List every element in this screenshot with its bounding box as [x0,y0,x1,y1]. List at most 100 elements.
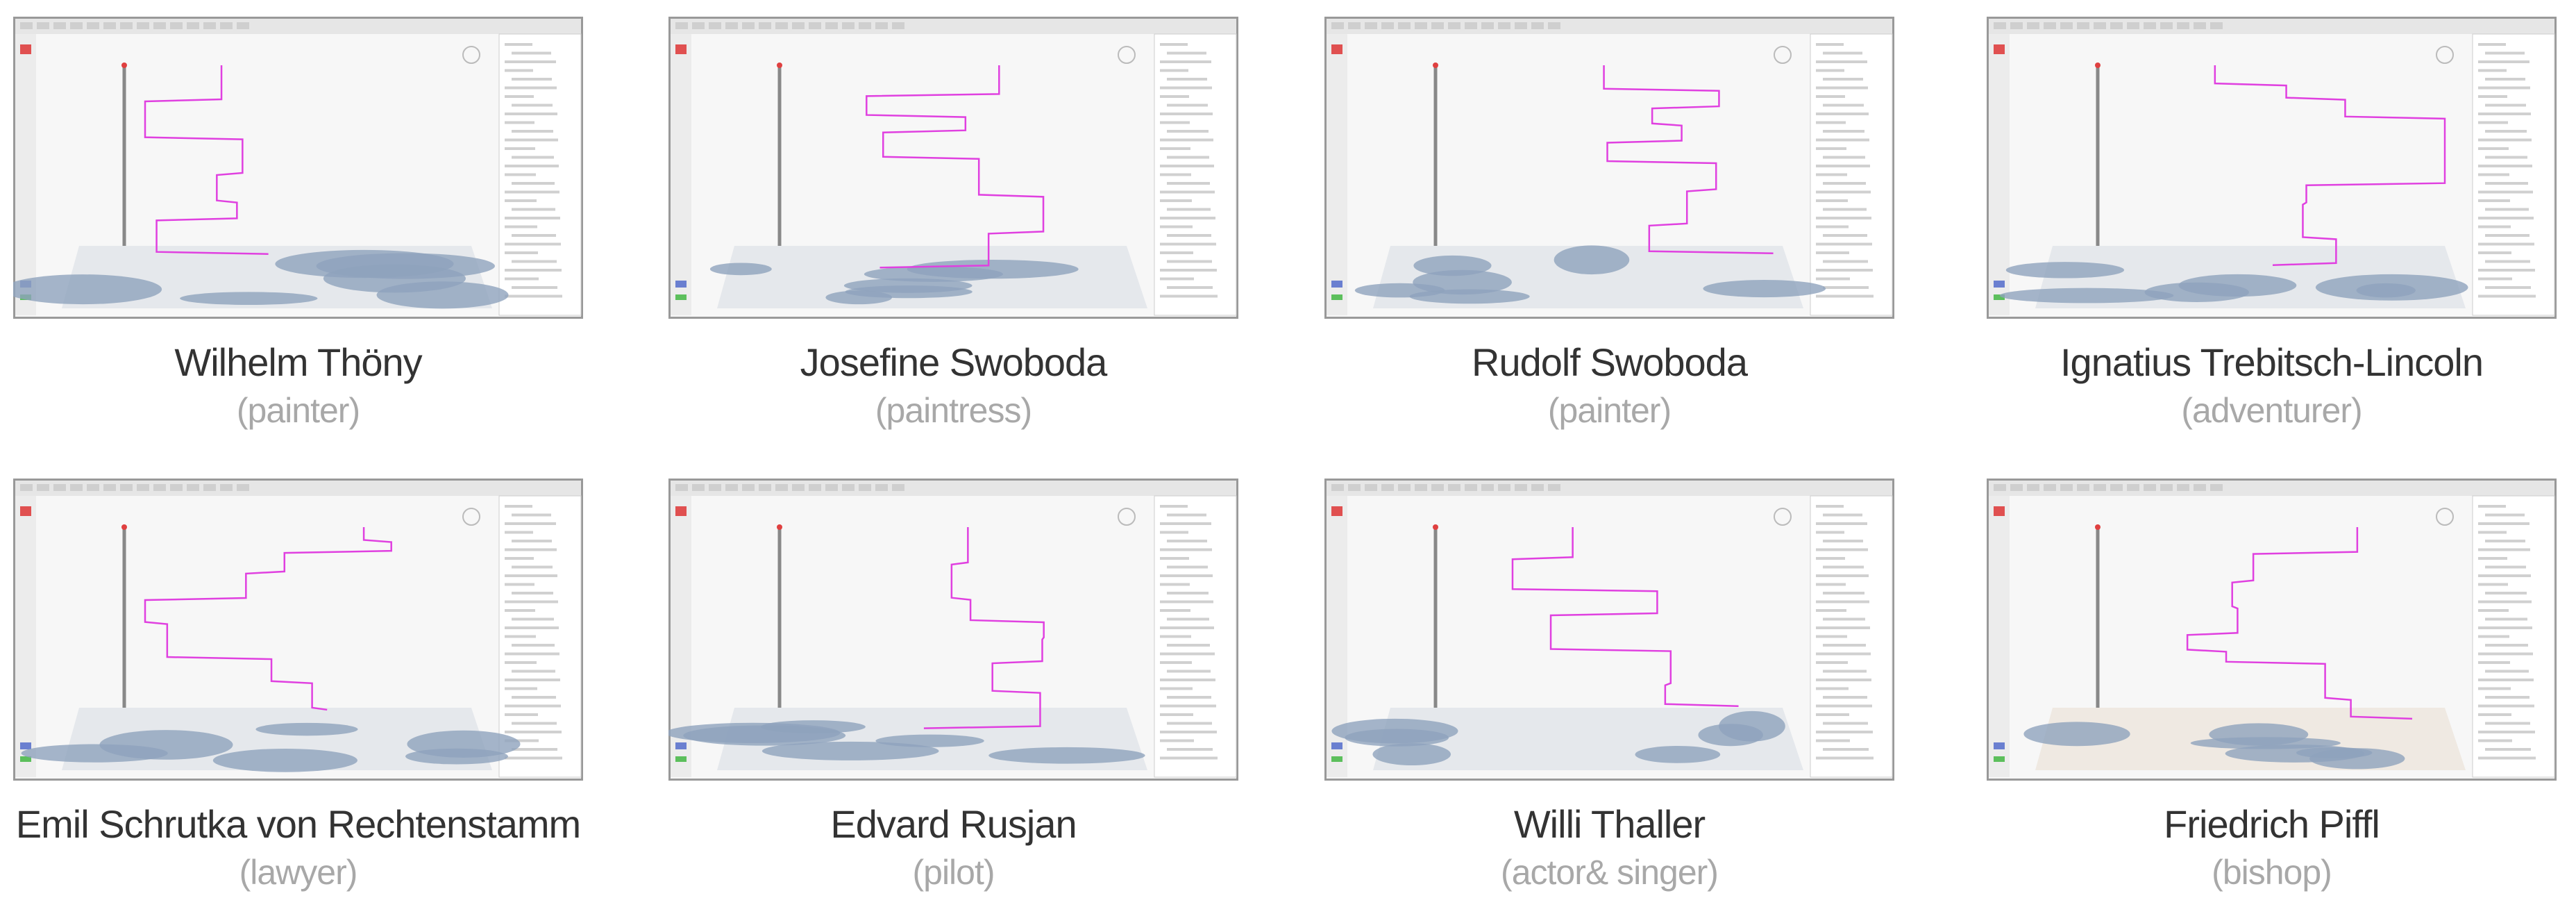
toolbar-button [2094,484,2106,491]
panel-row [1823,540,1863,542]
trajectory [144,527,392,711]
sidebar-mark [1331,756,1342,762]
toolbar-button [153,22,166,29]
sea [988,747,1145,764]
panel-row [2485,565,2526,569]
sidebar [15,34,36,315]
toolbar-button [2060,22,2073,29]
sea [255,722,358,736]
panel-row [1823,722,1868,725]
sidebar-mark [1331,742,1342,749]
sidebar-mark [20,506,31,516]
panel-row [512,540,552,542]
panel-row [505,43,532,46]
toolbar-button [1381,22,1394,29]
toolbar-button [37,22,49,29]
person-role: (adventurer) [2181,391,2362,430]
panel-row [2478,269,2535,272]
panel-row [1816,60,1867,63]
panel-row [2485,644,2528,647]
sea [13,274,162,305]
panel-row [505,679,560,681]
panel-row [1160,113,1213,115]
toolbar-button [153,484,166,491]
panel-row [1816,277,1850,281]
sidebar-mark [675,756,687,762]
toolbar-button [2127,484,2139,491]
panel-row [512,722,557,725]
toolbar-button [137,484,149,491]
panel-row [1816,679,1871,681]
axis-top [777,524,782,530]
toolbar-button [70,22,83,29]
sea [1409,289,1530,304]
panel-row [2485,286,2531,289]
panel-row [512,51,551,55]
panel-row [2478,190,2533,194]
panel-row [1823,130,1864,133]
panel-row [1167,592,1209,594]
panel-row [1160,251,1193,254]
sidebar-mark [1994,506,2005,516]
person-panel: Ignatius Trebitsch-Lincoln (adventurer) [1987,17,2557,431]
sea [1999,288,2174,303]
panel-row [512,208,555,211]
panel-row [2485,617,2527,621]
panel-row [1823,182,1866,185]
panel-row [512,670,555,673]
panel-row [1816,574,1869,577]
toolbar-button [1498,484,1510,491]
person-panel: Willi Thaller (actor& singer) [1324,479,1894,892]
panel-row [1816,626,1870,629]
panel-row [1816,713,1849,716]
toolbar-button [20,484,33,491]
person-panel: Josefine Swoboda (paintress) [668,17,1238,431]
toolbar-button [2060,484,2073,491]
panel-row [1160,190,1215,194]
sidebar-mark [675,742,687,749]
person-role: (actor& singer) [1501,853,1719,892]
panel-row [1816,609,1846,612]
panel-row [505,574,557,577]
toolbar-button [1531,22,1544,29]
toolbar-button [775,22,788,29]
toolbar-button [759,22,771,29]
panel-row [505,687,537,690]
panel-row [1816,173,1847,176]
toolbar-button [2044,484,2056,491]
panel-row [505,635,536,638]
panel-row [1167,182,1210,185]
panel-row [2478,626,2532,629]
panel-row [1816,652,1871,656]
toolbar-button [1398,484,1411,491]
panel-row [2478,731,2535,733]
panel-row [512,592,553,594]
toolbar-button [2127,22,2139,29]
panel-row [505,661,537,664]
panel-row [1160,756,1218,760]
sidebar-mark [20,44,31,54]
panel-row [1816,121,1846,124]
panel-row [505,704,561,708]
panel-row [1816,199,1848,202]
panel-row [2478,173,2509,176]
panel-row [2478,600,2532,604]
toolbar-button [1415,484,1427,491]
panel-row [1160,626,1214,629]
toolbar-button [709,22,721,29]
panel-row [2478,225,2511,228]
person-name: Friedrich Piffl [2164,802,2380,846]
toolbar-button [237,484,249,491]
sidebar-mark [1331,294,1342,300]
panel-row [512,78,552,81]
panel-row [2478,43,2506,46]
sidebar-mark [675,281,687,288]
panel-row [2485,260,2530,263]
axis-top [121,524,127,530]
toolbar-button [1481,484,1494,491]
panel-row [1167,540,1207,542]
panel-row [1816,731,1873,733]
panel-row [2478,505,2506,508]
panel-row [2478,522,2529,525]
panel-row [2485,513,2525,517]
